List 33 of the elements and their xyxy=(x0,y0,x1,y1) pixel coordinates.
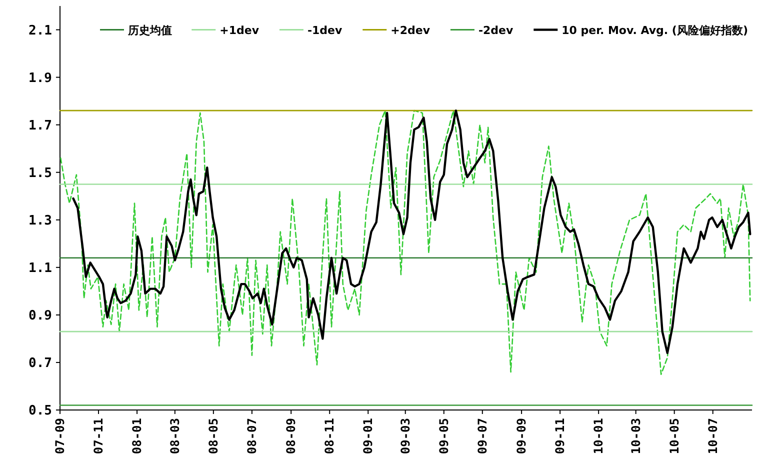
y-tick-label: 0.5 xyxy=(28,404,52,418)
y-tick-label: 1.1 xyxy=(28,260,52,276)
legend-label: 10 per. Mov. Avg. (风险偏好指数) xyxy=(562,24,748,37)
y-tick-label: 0.7 xyxy=(28,356,52,371)
x-tick-label: 08-03 xyxy=(168,418,182,454)
x-tick-label: 07-11 xyxy=(92,418,106,454)
y-tick-label: 1.9 xyxy=(28,70,52,86)
x-tick-label: 07-09 xyxy=(53,418,67,454)
x-tick-label: 09-07 xyxy=(475,418,490,454)
y-tick-label: 1.5 xyxy=(28,166,52,181)
y-tick-label: 1.3 xyxy=(28,213,52,228)
x-tick-label: 10-07 xyxy=(706,418,720,454)
x-tick-label: 10-01 xyxy=(592,418,606,454)
legend-label: +2dev xyxy=(390,24,431,37)
x-tick-label: 09-09 xyxy=(514,418,529,454)
x-tick-label: 08-01 xyxy=(130,418,144,454)
legend-label: 历史均值 xyxy=(127,24,172,37)
y-tick-label: 0.9 xyxy=(28,308,52,324)
x-tick-label: 10-05 xyxy=(667,418,682,454)
x-tick-label: 09-05 xyxy=(436,418,451,454)
legend-label: +1dev xyxy=(220,24,260,37)
x-tick-label: 09-01 xyxy=(361,418,376,454)
x-tick-label: 08-09 xyxy=(284,418,298,454)
x-tick-label: 10-03 xyxy=(628,418,643,454)
legend-label: -2dev xyxy=(478,24,514,37)
x-tick-label: 08-05 xyxy=(206,418,220,454)
x-tick-label: 08-11 xyxy=(322,418,337,454)
y-tick-label: 1.7 xyxy=(28,118,52,134)
y-tick-label: 2.1 xyxy=(28,23,52,38)
x-tick-label: 09-11 xyxy=(553,418,568,454)
x-tick-label: 09-03 xyxy=(398,418,412,454)
x-tick-label: 08-07 xyxy=(244,418,259,454)
legend-label: -1dev xyxy=(307,24,344,37)
